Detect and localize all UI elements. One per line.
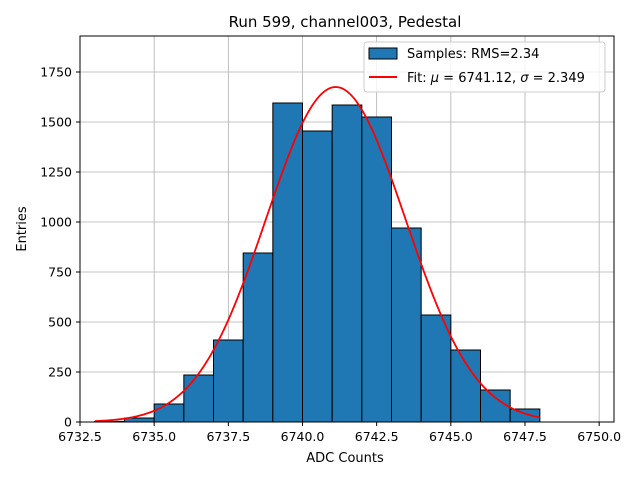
histogram-bar <box>509 408 541 423</box>
x-tick-label: 6732.5 <box>58 429 102 444</box>
y-tick-label: 1250 <box>40 165 72 180</box>
histogram-bar <box>302 130 333 423</box>
y-tick-label: 0 <box>64 415 72 430</box>
histogram-bar <box>153 403 185 423</box>
y-tick-label: 750 <box>48 265 72 280</box>
y-tick-label: 250 <box>48 365 72 380</box>
y-tick-label: 500 <box>48 315 72 330</box>
histogram-bar <box>272 102 304 423</box>
legend-histogram-swatch <box>368 47 398 60</box>
legend-fit-label: Fit: μ = 6741.12, σ = 2.349 <box>407 71 585 86</box>
chart-title: Run 599, channel003, Pedestal <box>229 13 462 31</box>
x-tick-label: 6735.0 <box>132 429 176 444</box>
fit-curve <box>94 86 541 423</box>
fit-curve-line <box>94 86 541 423</box>
histogram-bar <box>213 339 244 423</box>
y-tick-label: 1500 <box>40 115 72 130</box>
histogram-bar <box>420 314 452 423</box>
x-tick-label: 6750.0 <box>577 429 621 444</box>
y-axis-ticks: 0 250 500 750 1000 1250 1500 1750 <box>40 65 80 430</box>
histogram-bar <box>450 349 482 423</box>
y-tick-label: 1750 <box>40 65 72 80</box>
histogram-bar <box>391 227 422 423</box>
x-axis-label: ADC Counts <box>306 451 384 466</box>
legend-box <box>363 41 606 93</box>
histogram-bar <box>183 374 214 423</box>
plot-frame <box>79 35 615 423</box>
legend-histogram-label: Samples: RMS=2.34 <box>407 47 539 62</box>
histogram-bar <box>361 116 393 423</box>
y-axis-label: Entries <box>15 206 30 252</box>
histogram-bar <box>480 389 511 423</box>
x-tick-label: 6745.0 <box>429 429 473 444</box>
legend: Samples: RMS=2.34 Fit: μ = 6741.12, σ = … <box>363 41 606 93</box>
x-axis-ticks: 6732.5 6735.0 6737.5 6740.0 6742.5 6745.0 6747… <box>58 422 621 444</box>
histogram-bar <box>242 252 274 423</box>
histogram-bar <box>331 104 363 423</box>
x-tick-label: 6742.5 <box>355 429 399 444</box>
x-tick-label: 6740.0 <box>281 429 325 444</box>
x-tick-label: 6737.5 <box>206 429 250 444</box>
x-tick-label: 6747.5 <box>503 429 547 444</box>
y-tick-label: 1000 <box>40 215 72 230</box>
